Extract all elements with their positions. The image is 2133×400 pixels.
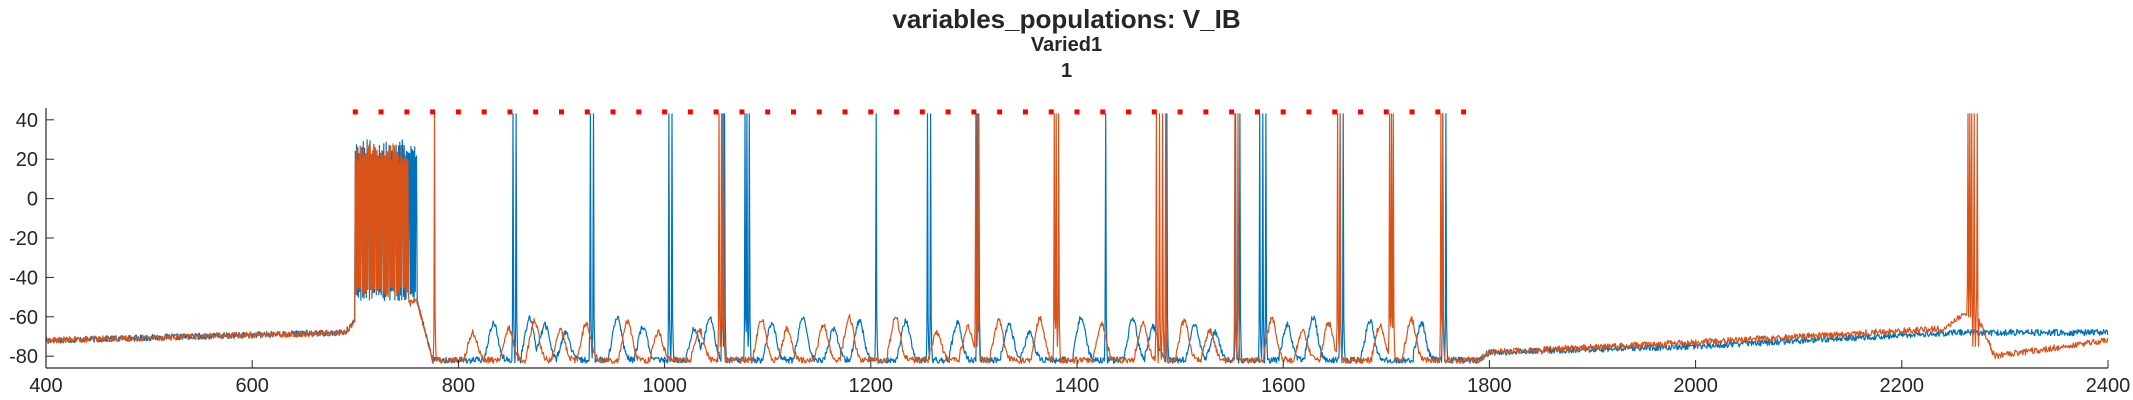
raster-dot <box>1203 109 1209 115</box>
y-tick: 40 <box>16 110 54 132</box>
raster-dot <box>1254 109 1260 115</box>
x-tick: 800 <box>442 360 475 397</box>
raster-dot <box>971 109 977 115</box>
raster-dot <box>765 109 771 115</box>
raster-dot <box>1358 109 1364 115</box>
chart-subsubtitle: 1 <box>1060 60 1073 82</box>
x-tick-label: 1800 <box>1467 375 1512 397</box>
raster-dot <box>739 109 745 115</box>
raster-dot <box>455 109 461 115</box>
raster-dot <box>378 109 384 115</box>
raster-dot <box>636 109 642 115</box>
raster-dot <box>1280 109 1286 115</box>
x-tick: 600 <box>236 360 269 397</box>
raster-dot <box>945 109 951 115</box>
raster-dot <box>507 109 513 115</box>
series-line-orange <box>45 113 2109 364</box>
x-tick-label: 2400 <box>2086 375 2131 397</box>
x-tick-label: 2200 <box>1880 375 1925 397</box>
x-tick-label: 600 <box>236 375 269 397</box>
raster-dot <box>584 109 590 115</box>
y-tick: 0 <box>27 189 54 211</box>
y-tick-label: -60 <box>9 307 38 329</box>
raster-dot <box>687 109 693 115</box>
x-tick: 1800 <box>1467 360 1512 397</box>
x-tick-label: 1200 <box>849 375 894 397</box>
raster-dot <box>1332 109 1338 115</box>
raster-dot <box>1022 109 1028 115</box>
raster-dot <box>481 109 487 115</box>
x-tick: 1200 <box>849 360 894 397</box>
raster-dot <box>430 109 436 115</box>
x-tick-label: 1400 <box>1055 375 1100 397</box>
raster-dot <box>894 109 900 115</box>
chart-title: variables_populations: V_IB <box>892 4 1241 34</box>
x-tick: 1600 <box>1261 360 1306 397</box>
x-tick: 1000 <box>642 360 687 397</box>
raster-dot <box>1177 109 1183 115</box>
x-tick: 2000 <box>1673 360 1718 397</box>
x-tick: 400 <box>29 360 63 397</box>
raster-dot <box>1409 109 1415 115</box>
y-tick: -40 <box>9 267 54 289</box>
raster-dot <box>790 109 796 115</box>
y-tick-label: -20 <box>9 228 38 250</box>
y-tick: -80 <box>9 346 54 368</box>
raster-dot <box>842 109 848 115</box>
raster-dot <box>868 109 874 115</box>
raster-dot <box>610 109 616 115</box>
raster-dot <box>559 109 564 115</box>
raster-dot <box>1100 109 1106 115</box>
x-tick-label: 400 <box>29 375 62 397</box>
y-tick: 20 <box>16 149 54 171</box>
raster-dot <box>1461 109 1467 115</box>
chart-subtitle: Varied1 <box>1030 34 1103 56</box>
raster-dot <box>1126 109 1132 115</box>
raster-dot <box>1229 109 1235 115</box>
x-tick: 2200 <box>1880 360 1925 397</box>
raster-dots <box>352 109 1467 115</box>
y-tick-label: -40 <box>9 267 38 289</box>
plot-area <box>45 113 2109 364</box>
raster-dot <box>1435 109 1441 115</box>
x-tick-label: 1000 <box>642 375 687 397</box>
raster-dot <box>997 109 1003 115</box>
y-tick: -20 <box>9 228 54 250</box>
y-tick: -60 <box>9 307 54 329</box>
x-tick: 1400 <box>1055 360 1100 397</box>
y-tick-label: 0 <box>27 189 38 211</box>
raster-dot <box>919 109 925 115</box>
raster-dot <box>1306 109 1312 115</box>
axes: 400 600 800 1000 1200 1400 1600 1800 2000 2200 240… <box>9 108 2130 397</box>
raster-dot <box>1048 109 1054 115</box>
x-tick: 2400 <box>2086 360 2131 397</box>
x-tick-label: 800 <box>442 375 475 397</box>
raster-dot <box>816 109 822 115</box>
y-tick-label: -80 <box>9 346 38 368</box>
raster-dot <box>662 109 668 115</box>
raster-dot <box>404 109 410 115</box>
raster-dot <box>533 109 539 115</box>
raster-dot <box>352 109 358 115</box>
raster-dot <box>1074 109 1080 115</box>
raster-dot <box>1383 109 1389 115</box>
y-tick-label: 40 <box>16 110 38 132</box>
raster-dot <box>713 109 719 115</box>
raster-dot <box>1151 109 1157 115</box>
x-tick-label: 2000 <box>1673 375 1718 397</box>
x-tick-label: 1600 <box>1261 375 1306 397</box>
y-tick-label: 20 <box>16 149 38 171</box>
